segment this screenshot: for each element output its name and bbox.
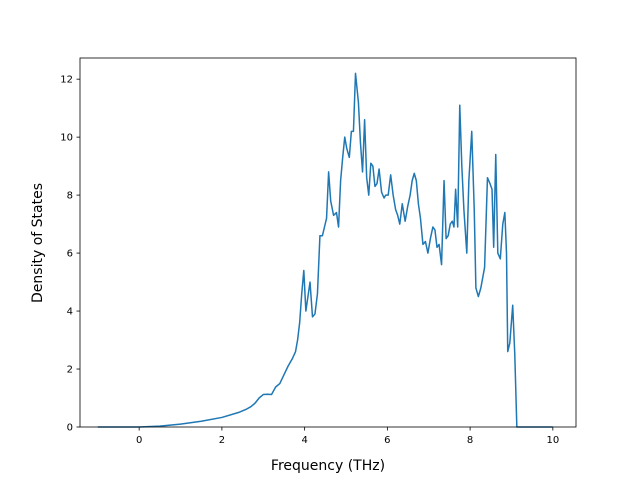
y-tick-label: 10 — [60, 133, 73, 144]
x-tick-label: 8 — [467, 435, 473, 446]
y-tick-label: 6 — [67, 249, 73, 260]
x-tick-label: 0 — [136, 435, 142, 446]
dos-line — [97, 72, 553, 428]
y-tick-label: 0 — [67, 423, 73, 434]
x-tick-label: 2 — [219, 435, 225, 446]
y-axis-label: Density of States — [30, 183, 46, 303]
x-axis-label: Frequency (THz) — [271, 458, 385, 474]
y-tick-label: 12 — [60, 75, 73, 86]
y-tick-label: 8 — [67, 191, 73, 202]
x-tick-label: 4 — [301, 435, 307, 446]
y-tick-label: 2 — [67, 365, 73, 376]
plot-frame — [79, 57, 577, 428]
x-tick-label: 10 — [546, 435, 559, 446]
y-tick-label: 4 — [67, 307, 73, 318]
x-tick-label: 6 — [384, 435, 390, 446]
